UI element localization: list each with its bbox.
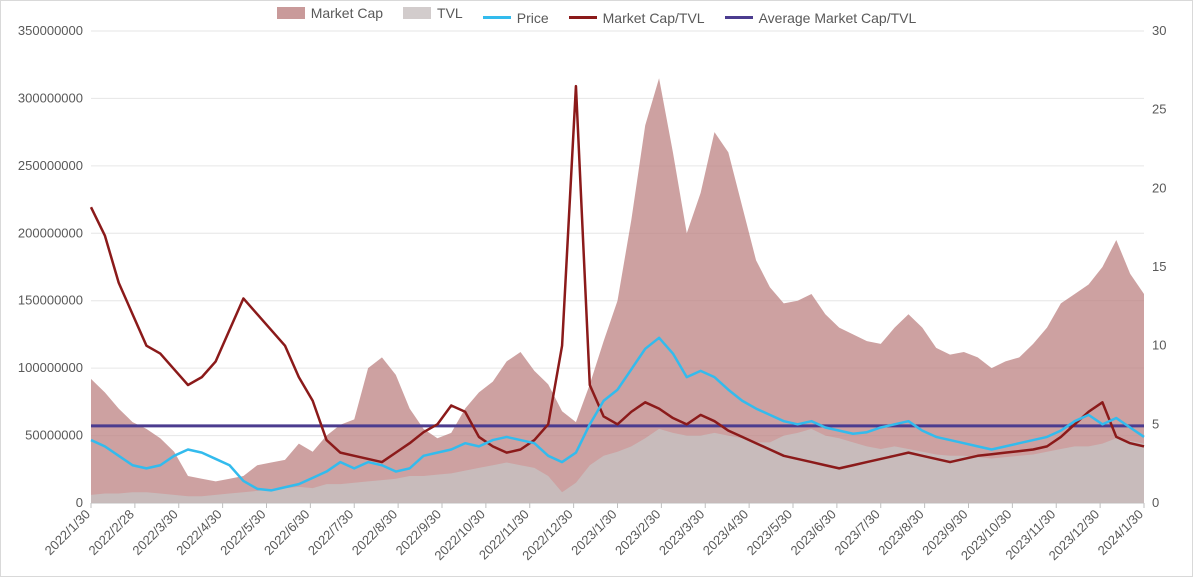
legend-label: TVL [437, 5, 463, 21]
x-tick-label: 2022/6/30 [261, 507, 313, 559]
y-left-tick-label: 100000000 [18, 360, 83, 375]
chart-container: Market Cap TVL Price Market Cap/TVL Average … [0, 0, 1193, 577]
legend-label: Market Cap [311, 5, 383, 21]
x-tick-label: 2022/1/30 [42, 507, 94, 559]
x-tick-label: 2022/8/30 [349, 507, 401, 559]
x-tick-label: 2023/8/30 [875, 507, 927, 559]
y-left-tick-label: 300000000 [18, 90, 83, 105]
x-tick-label: 2023/1/30 [568, 507, 620, 559]
x-tick-label: 2023/4/30 [700, 507, 752, 559]
x-tick-label: 2023/3/30 [656, 507, 708, 559]
x-tick-label: 2022/2/28 [85, 507, 137, 559]
legend-swatch [483, 16, 511, 19]
legend-item: Average Market Cap/TVL [725, 10, 917, 26]
y-right-tick-label: 15 [1152, 259, 1166, 274]
legend-item: Price [483, 10, 549, 26]
legend-item: Market Cap/TVL [569, 10, 705, 26]
legend-swatch [569, 16, 597, 19]
y-right-tick-label: 5 [1152, 416, 1159, 431]
x-tick-label: 2022/7/30 [305, 507, 357, 559]
y-right-tick-label: 10 [1152, 338, 1166, 353]
y-left-tick-label: 150000000 [18, 293, 83, 308]
legend-label: Price [517, 10, 549, 26]
legend-swatch [725, 16, 753, 19]
y-left-tick-label: 200000000 [18, 225, 83, 240]
legend-label: Average Market Cap/TVL [759, 10, 917, 26]
market-cap-area [91, 78, 1144, 503]
x-tick-label: 2023/6/30 [787, 507, 839, 559]
y-left-tick-label: 50000000 [25, 428, 83, 443]
x-tick-label: 2023/5/30 [744, 507, 796, 559]
legend: Market Cap TVL Price Market Cap/TVL Average … [1, 5, 1192, 26]
legend-swatch [277, 7, 305, 19]
y-right-tick-label: 25 [1152, 102, 1166, 117]
legend-label: Market Cap/TVL [603, 10, 705, 26]
x-tick-label: 2022/3/30 [129, 507, 181, 559]
chart-svg: 0 50000000 100000000 150000000 200000000 2500… [1, 1, 1193, 578]
x-tick-label: 2024/1/30 [1095, 507, 1147, 559]
legend-item: TVL [403, 5, 463, 21]
x-tick-label: 2022/5/30 [217, 507, 269, 559]
legend-swatch [403, 7, 431, 19]
y-right-tick-label: 0 [1152, 495, 1159, 510]
y-left-tick-label: 250000000 [18, 158, 83, 173]
legend-item: Market Cap [277, 5, 383, 21]
x-tick-label: 2022/4/30 [173, 507, 225, 559]
x-tick-label: 2023/2/30 [612, 507, 664, 559]
y-right-tick-label: 20 [1152, 180, 1166, 195]
x-tick-label: 2023/7/30 [831, 507, 883, 559]
